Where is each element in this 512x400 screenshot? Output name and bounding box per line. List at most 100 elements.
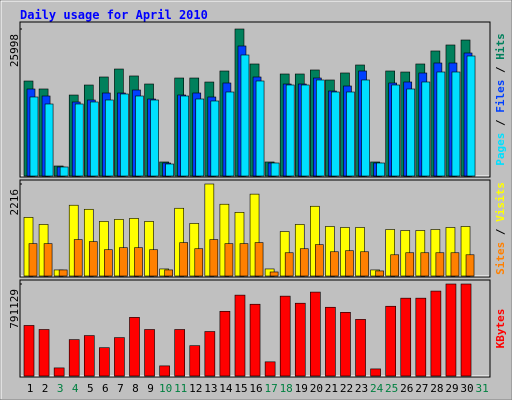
x-tick-label: 21: [325, 382, 338, 395]
bar: [466, 55, 476, 177]
x-tick-label: 15: [234, 382, 247, 395]
bar: [224, 243, 234, 277]
legend-entry: Visits: [494, 182, 507, 222]
bar: [225, 91, 235, 177]
x-tick-label: 7: [117, 382, 124, 395]
bar: [204, 331, 216, 377]
x-tick-label: 2: [42, 382, 49, 395]
bar: [269, 271, 279, 277]
x-tick-label: 4: [72, 382, 79, 395]
bar: [164, 269, 173, 277]
bar: [99, 221, 109, 277]
x-tick-label: 14: [219, 382, 233, 395]
x-tick-label: 5: [87, 382, 94, 395]
bar: [68, 339, 80, 377]
x-tick-label: 1: [27, 382, 34, 395]
bar: [450, 252, 460, 277]
bar: [420, 252, 430, 277]
bar: [83, 335, 95, 377]
legend: Pages / Files / Hits: [494, 33, 507, 166]
bar: [239, 243, 249, 277]
x-tick-label: 25: [385, 382, 398, 395]
bar: [43, 243, 53, 277]
bar: [58, 269, 68, 277]
legend-entry: Sites: [494, 242, 507, 275]
bar: [254, 242, 264, 277]
bar: [194, 248, 204, 277]
bar: [150, 99, 159, 177]
bar: [44, 103, 54, 177]
bar: [234, 294, 246, 377]
bar: [114, 337, 125, 377]
x-tick-label: 27: [415, 382, 428, 395]
bar: [195, 98, 205, 177]
bar: [99, 347, 110, 377]
bar: [209, 239, 219, 277]
bar: [74, 103, 84, 177]
bar: [204, 183, 215, 277]
x-tick-label: 8: [132, 382, 139, 395]
bar: [299, 248, 309, 277]
bar: [219, 310, 231, 377]
x-tick-label: 30: [460, 382, 473, 395]
bar: [29, 96, 39, 177]
legend-entry: Files: [494, 80, 507, 113]
bar: [23, 325, 35, 377]
bar: [129, 317, 140, 377]
bar: [165, 163, 174, 177]
bar: [385, 229, 395, 277]
bar: [451, 71, 461, 177]
x-tick-label: 26: [400, 382, 413, 395]
bar: [345, 250, 354, 277]
bar: [129, 218, 139, 277]
x-tick-label: 24: [370, 382, 384, 395]
x-tick-label: 6: [102, 382, 109, 395]
bar: [325, 226, 335, 277]
x-tick-label: 10: [159, 382, 172, 395]
bar: [435, 252, 445, 277]
bar: [264, 361, 276, 377]
bar: [249, 193, 260, 277]
x-tick-label: 16: [249, 382, 262, 395]
legend-entry: Pages: [494, 133, 507, 166]
bar: [255, 80, 265, 177]
bar: [249, 303, 261, 377]
bar: [375, 270, 384, 277]
bar: [279, 295, 291, 377]
x-tick-label: 18: [280, 382, 293, 395]
bar: [284, 252, 294, 277]
legend-separator: /: [494, 222, 507, 242]
bar: [421, 81, 431, 177]
bar: [89, 101, 99, 177]
bar: [38, 329, 50, 377]
bar: [460, 283, 472, 377]
bar: [436, 71, 446, 177]
legend-entry: Hits: [494, 33, 507, 60]
legend-entry: KBytes: [494, 309, 507, 349]
bar: [219, 203, 230, 277]
x-tick-label: 28: [430, 382, 443, 395]
bar: [385, 305, 396, 377]
bar: [294, 302, 306, 377]
x-tick-label: 19: [295, 382, 308, 395]
bar: [405, 252, 415, 277]
bar: [285, 84, 295, 177]
bar: [406, 88, 416, 177]
bar: [119, 247, 128, 277]
legend-separator: /: [494, 113, 507, 133]
x-tick-label: 23: [355, 382, 368, 395]
bar: [73, 239, 83, 277]
bar: [360, 251, 369, 277]
bar: [270, 162, 280, 177]
y-tick-label: 791129: [8, 289, 21, 329]
bar: [174, 207, 184, 277]
bar: [315, 244, 324, 277]
bar: [105, 99, 114, 177]
bar: [390, 254, 399, 277]
bar: [325, 306, 336, 377]
bar: [240, 54, 250, 177]
bar: [376, 162, 385, 177]
chart-title: Daily usage for April 2010: [20, 8, 208, 22]
bar: [159, 365, 170, 377]
bar: [310, 291, 321, 377]
